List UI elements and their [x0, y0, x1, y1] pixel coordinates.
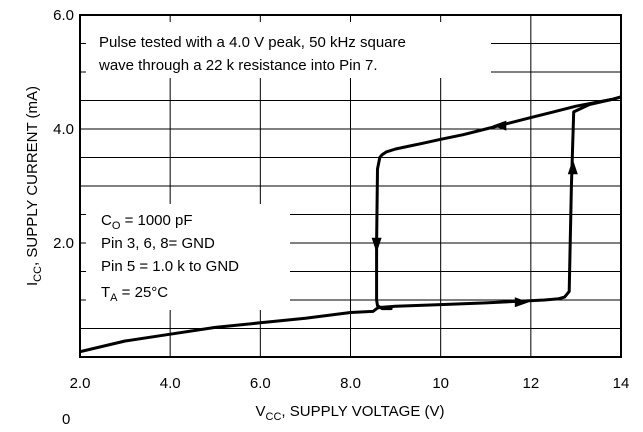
arrow-right	[514, 297, 529, 308]
x-tick-label: 6.0	[250, 375, 271, 392]
y-axis-title: ICC, SUPPLY CURRENT (mA)	[24, 86, 44, 286]
x-tick-label: 8.0	[340, 375, 361, 392]
x-axis-title: VCC, SUPPLY VOLTAGE (V)	[255, 403, 444, 423]
condition-temperature: TA = 25°C	[101, 284, 168, 304]
x-tick-label: 10	[432, 375, 449, 392]
test-condition-line-1: Pulse tested with a 4.0 V peak, 50 kHz s…	[99, 34, 406, 51]
arrow-left	[492, 120, 507, 131]
x-tick-label: 12	[522, 375, 539, 392]
stray-zero-label: 0	[62, 411, 70, 428]
series-line-2	[375, 95, 621, 311]
tick-labels: 2.0 4.0 6.0 8.0 10 12 14 6.0 4.0 2.0	[53, 7, 629, 392]
test-condition-box	[86, 22, 491, 78]
arrow-down	[371, 237, 382, 253]
y-tick-label: 2.0	[53, 235, 74, 252]
operating-conditions-note: CO = 1000 pF Pin 3, 6, 8= GND Pin 5 = 1.…	[86, 204, 290, 310]
operating-conditions-box	[86, 204, 290, 310]
condition-pins-gnd: Pin 3, 6, 8= GND	[101, 235, 215, 252]
direction-arrows	[371, 120, 578, 308]
arrow-up	[567, 159, 578, 175]
y-tick-label: 4.0	[53, 121, 74, 138]
x-tick-label: 14	[613, 375, 630, 392]
test-condition-line-2: wave through a 22 k resistance into Pin …	[98, 57, 378, 74]
plot-frame	[79, 14, 622, 358]
x-tick-label: 4.0	[160, 375, 181, 392]
grid	[80, 15, 621, 357]
x-tick-label: 2.0	[70, 375, 91, 392]
y-tick-label: 6.0	[53, 7, 74, 24]
test-condition-note: Pulse tested with a 4.0 V peak, 50 kHz s…	[86, 22, 491, 78]
condition-capacitance: CO = 1000 pF	[101, 212, 193, 232]
condition-pin5: Pin 5 = 1.0 k to GND	[101, 258, 239, 275]
